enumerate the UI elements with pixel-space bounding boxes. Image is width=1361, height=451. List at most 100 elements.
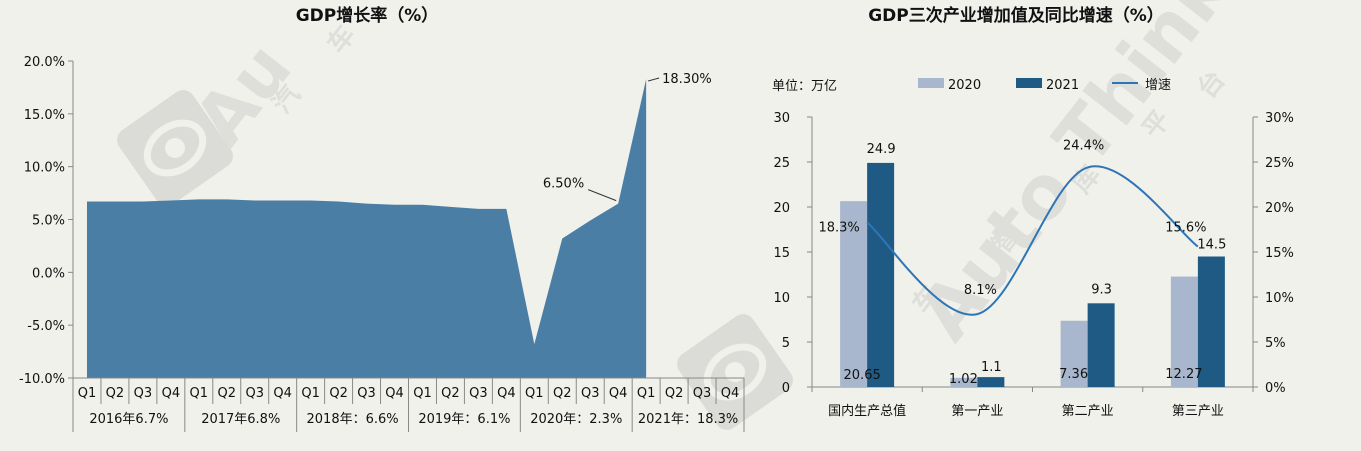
right-left-tick-label: 20 [773, 201, 790, 216]
watermark-eye-pupil [165, 138, 185, 158]
right-left-tick-label: 15 [773, 246, 790, 261]
watermark-logo-icon [117, 90, 233, 206]
watermark-char: 台 [1191, 65, 1231, 105]
category-label: 第二产业 [1062, 404, 1114, 419]
watermark-eye-outline [143, 119, 207, 177]
growth-value-label: 15.6% [1165, 221, 1206, 236]
watermark-logo-icon [677, 314, 793, 430]
bar-2020 [1170, 276, 1198, 387]
quarter-label: Q3 [581, 386, 600, 401]
bar-2021 [977, 377, 1005, 387]
bar-2021-value-label: 9.3 [1091, 282, 1112, 297]
quarter-label: Q4 [609, 386, 628, 401]
legend-label-2020: 2020 [948, 78, 981, 93]
bar-2020-value-label: 1.02 [949, 372, 978, 387]
left-y-tick-label: 10.0% [24, 161, 65, 176]
quarter-label: Q4 [273, 386, 292, 401]
bar-2020-value-label: 7.36 [1059, 367, 1088, 382]
annotation-leader [588, 189, 617, 202]
right-right-tick-label: 15% [1265, 246, 1294, 261]
quarter-label: Q3 [134, 386, 153, 401]
right-right-tick-label: 10% [1265, 291, 1294, 306]
left-y-tick-label: 5.0% [32, 214, 65, 229]
industry-chart: 30 25 20 15 10 5 0 30% 25% 20% 15% 10% 5% 0% 国内生产总值 第一产… [773, 78, 1294, 419]
right-left-tick-label: 10 [773, 291, 790, 306]
right-right-tick-label: 20% [1265, 201, 1294, 216]
quarter-label: Q3 [469, 386, 488, 401]
year-group-label: 2016年6.7% [89, 412, 168, 427]
quarter-label: Q3 [245, 386, 264, 401]
quarter-label: Q3 [693, 386, 712, 401]
right-right-tick-label: 25% [1265, 156, 1294, 171]
quarter-label: Q1 [413, 386, 432, 401]
left-y-tick-label: 0.0% [32, 266, 65, 281]
quarter-label: Q1 [301, 386, 320, 401]
legend-swatch-2021 [1016, 78, 1042, 88]
bar-2020 [1060, 320, 1088, 387]
quarter-label: Q4 [385, 386, 404, 401]
right-left-tick-label: 30 [773, 111, 790, 126]
right-right-tick-label: 0% [1265, 381, 1286, 396]
quarter-label: Q1 [78, 386, 97, 401]
right-chart-title: GDP三次产业增加值及同比增速（%） [868, 5, 1164, 26]
quarter-label: Q2 [441, 386, 460, 401]
legend-label-2021: 2021 [1046, 78, 1079, 93]
growth-value-label: 18.3% [818, 220, 859, 235]
growth-line [866, 165, 1199, 316]
category-label: 第一产业 [951, 404, 1003, 419]
bar-2021 [867, 162, 895, 387]
gdp-growth-area [86, 78, 647, 379]
left-y-tick-label: 20.0% [24, 55, 65, 70]
quarter-label: Q1 [525, 386, 544, 401]
category-label: 第三产业 [1172, 404, 1224, 419]
bar-2020 [840, 201, 868, 387]
legend-swatch-2020 [918, 78, 944, 88]
quarter-label: Q4 [162, 386, 181, 401]
bar-2020-value-label: 20.65 [844, 368, 881, 383]
bar-2021 [1087, 303, 1115, 387]
right-right-tick-label: 5% [1265, 336, 1286, 351]
right-right-tick-label: 30% [1265, 111, 1294, 126]
left-chart-title: GDP增长率（%） [296, 5, 439, 26]
legend: 2020 2021 增速 [918, 78, 1171, 93]
year-group-label: 2021年：18.3% [638, 412, 738, 427]
left-y-tick-label: -5.0% [27, 319, 65, 334]
annotation-leader [648, 77, 660, 82]
bar-2020-value-label: 12.27 [1165, 367, 1202, 382]
quarter-label: Q4 [497, 386, 516, 401]
watermark-eye-pupil [725, 362, 745, 382]
watermark-eye-outline [703, 343, 767, 401]
year-group-label: 2020年：2.3% [530, 412, 622, 427]
gdp-growth-chart: 20.0% 15.0% 10.0% 5.0% 0.0% -5.0% -10.0% Q1 Q2 Q3… [19, 55, 745, 432]
right-left-tick-label: 5 [782, 336, 790, 351]
year-group-label: 2019年：6.1% [418, 412, 510, 427]
quarter-label: Q2 [106, 386, 125, 401]
quarter-label: Q1 [190, 386, 209, 401]
annotation-label: 6.50% [543, 177, 584, 192]
quarter-label: Q2 [665, 386, 684, 401]
quarter-label: Q2 [553, 386, 572, 401]
quarter-label: Q1 [637, 386, 656, 401]
annotation-label: 18.30% [662, 72, 712, 87]
growth-value-label: 24.4% [1063, 138, 1104, 153]
bar-2021-value-label: 24.9 [867, 142, 896, 157]
growth-value-label: 8.1% [964, 283, 997, 298]
quarter-label: Q3 [357, 386, 376, 401]
quarter-label: Q2 [218, 386, 237, 401]
left-y-tick-label: -10.0% [19, 372, 65, 387]
bar-2020 [950, 377, 978, 387]
legend-label-growth: 增速 [1145, 78, 1171, 93]
quarter-label: Q4 [721, 386, 740, 401]
category-label: 国内生产总值 [828, 403, 906, 419]
bar-2021-value-label: 14.5 [1197, 238, 1226, 253]
bar-2021 [1197, 256, 1225, 387]
right-left-tick-label: 0 [782, 381, 790, 396]
quarter-label: Q2 [329, 386, 348, 401]
left-y-tick-label: 15.0% [24, 108, 65, 123]
bar-2021-value-label: 1.1 [981, 360, 1002, 375]
unit-label: 单位：万亿 [772, 79, 837, 94]
year-group-label: 2017年6.8% [201, 412, 280, 427]
year-group-label: 2018年：6.6% [307, 412, 399, 427]
right-left-tick-label: 25 [773, 156, 790, 171]
